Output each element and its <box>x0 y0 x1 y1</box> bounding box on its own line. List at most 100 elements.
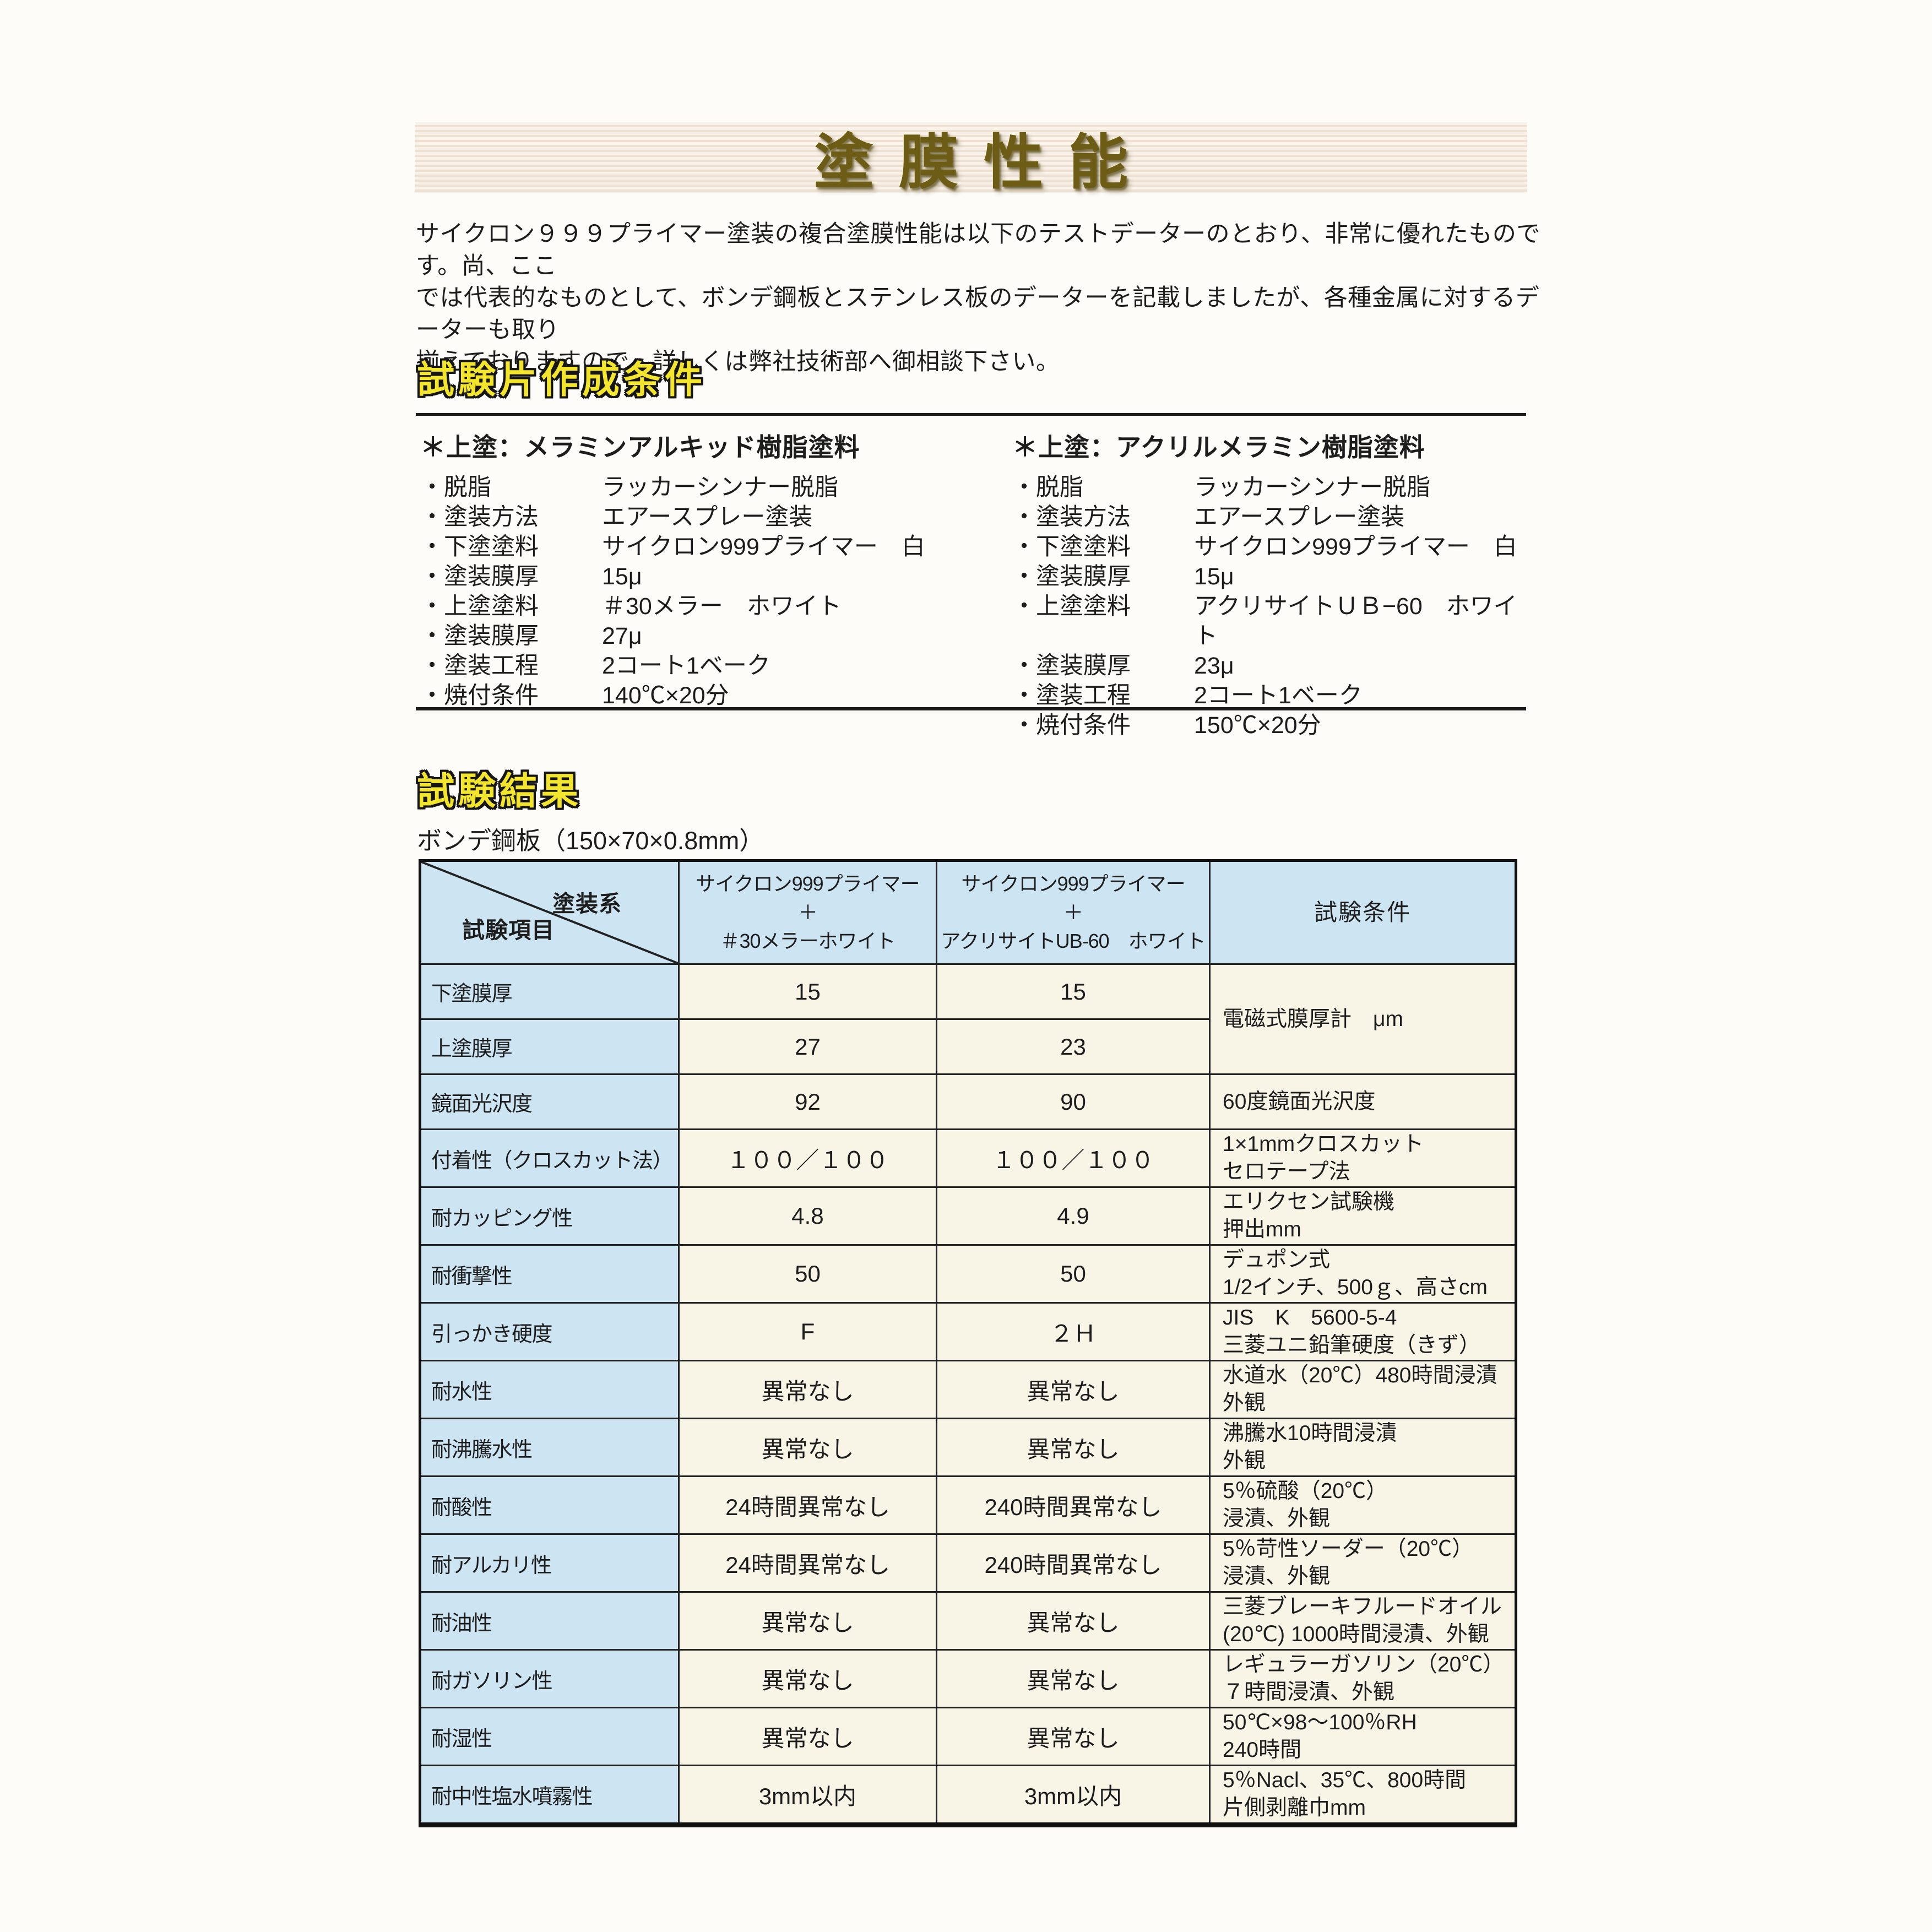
table-row: 下塗膜厚 15 15 電磁式膜厚計 μm <box>419 963 1517 1075</box>
diagonal-line <box>421 862 678 963</box>
spec-label: ・焼付条件 <box>420 682 539 709</box>
spec-label: ・塗装方法 <box>420 504 539 530</box>
test-item-cell: 引っかき硬度 <box>419 1302 680 1361</box>
spec-row: ・脱脂 ラッカーシンナー脱脂 <box>420 473 998 502</box>
result-cell: 4.9 <box>936 1186 1211 1246</box>
table-row: 耐沸騰水性 異常なし 異常なし 沸騰水10時間浸漬 外観 <box>419 1418 1517 1477</box>
result-cell: ２Ｈ <box>936 1302 1211 1361</box>
result-cell: 15 <box>936 963 1211 1020</box>
column-header-acrylic-system: サイクロン999プライマー ＋ アクリサイトUB-60 ホワイト <box>936 860 1211 965</box>
result-cell: 異常なし <box>678 1707 937 1766</box>
condition-cell: 50℃×98～100％RH 240時間 <box>1209 1707 1517 1766</box>
test-item-cell: 耐衝撃性 <box>419 1244 680 1304</box>
results-table: 塗装系 試験項目 サイクロン999プライマー ＋ ＃30メラーホワイト サイクロ… <box>419 859 1517 1827</box>
spec-value: エアースプレー塗装 <box>602 504 813 530</box>
spec-value: 140℃×20分 <box>602 682 729 709</box>
spec-row: ・下塗塗料 サイクロン999プライマー 白 <box>420 532 998 562</box>
spec-label: ・塗装膜厚 <box>1012 563 1131 590</box>
result-cell: 4.8 <box>678 1186 937 1246</box>
result-cell: 異常なし <box>678 1649 937 1708</box>
result-cell: 異常なし <box>678 1418 937 1477</box>
column-header-melamine-system: サイクロン999プライマー ＋ ＃30メラーホワイト <box>678 860 937 965</box>
table-row: 耐アルカリ性 24時間異常なし 240時間異常なし 5％苛性ソーダー（20℃） … <box>419 1533 1517 1593</box>
condition-cell: JIS K 5600-5-4 三菱ユニ鉛筆硬度（きず） <box>1209 1302 1517 1361</box>
table-row: 付着性（クロスカット法） １００／１００ １００／１００ 1×1mmクロスカット… <box>419 1128 1517 1188</box>
test-item-cell: 鏡面光沢度 <box>419 1073 680 1130</box>
result-cell: 24時間異常なし <box>678 1475 937 1535</box>
test-item-cell: 耐ガソリン性 <box>419 1649 680 1708</box>
test-item-cell: 下塗膜厚 <box>419 963 680 1020</box>
result-cell: 3mm以内 <box>678 1765 937 1826</box>
divider-top <box>416 413 1526 416</box>
corner-label-coating-system: 塗装系 <box>552 891 622 916</box>
spec-row: ・上塗塗料 アクリサイトＵＢ−60 ホワイト <box>1012 591 1535 651</box>
spec-label: ・上塗塗料 <box>420 593 539 620</box>
result-cell: 240時間異常なし <box>936 1533 1211 1593</box>
spec-value: 2コート1ベーク <box>602 653 770 679</box>
table-row: 耐カッピング性 4.8 4.9 エリクセン試験機 押出mm <box>419 1186 1517 1246</box>
test-item-cell: 耐湿性 <box>419 1707 680 1766</box>
spec-row: ・塗装膜厚 27μ <box>420 621 998 651</box>
spec-label: ・塗装膜厚 <box>420 563 539 590</box>
spec-row: ・焼付条件 140℃×20分 <box>420 681 998 710</box>
corner-header-cell: 塗装系 試験項目 <box>419 860 680 965</box>
test-item-cell: 耐カッピング性 <box>419 1186 680 1246</box>
page-title: 塗膜性能 <box>813 129 1153 196</box>
result-cell: 50 <box>678 1244 937 1304</box>
result-cell: 異常なし <box>936 1360 1211 1419</box>
test-item-cell: 耐沸騰水性 <box>419 1418 680 1477</box>
result-cell: 92 <box>678 1073 937 1130</box>
condition-cell: 沸騰水10時間浸漬 外観 <box>1209 1418 1517 1477</box>
result-cell: 異常なし <box>936 1707 1211 1766</box>
spec-label: ・上塗塗料 <box>1012 593 1131 620</box>
spec-label: ・脱脂 <box>1012 474 1083 501</box>
condition-cell: エリクセン試験機 押出mm <box>1209 1186 1517 1246</box>
table-row: 引っかき硬度 F ２Ｈ JIS K 5600-5-4 三菱ユニ鉛筆硬度（きず） <box>419 1302 1517 1361</box>
spec-row: ・塗装膜厚 15μ <box>1012 562 1535 591</box>
table-row: 鏡面光沢度 92 90 60度鏡面光沢度 <box>419 1073 1517 1130</box>
table-row: 耐油性 異常なし 異常なし 三菱ブレーキフルードオイル (20℃) 1000時間… <box>419 1591 1517 1651</box>
spec-label: ・塗装工程 <box>1012 682 1131 709</box>
spec-label: ・脱脂 <box>420 474 491 501</box>
spec-value: ラッカーシンナー脱脂 <box>1194 474 1431 501</box>
spec-label: ・下塗塗料 <box>420 534 539 560</box>
result-cell: 240時間異常なし <box>936 1475 1211 1535</box>
condition-cell: 水道水（20℃）480時間浸漬 外観 <box>1209 1360 1517 1419</box>
condition-cell: 1×1mmクロスカット セロテープ法 <box>1209 1128 1517 1188</box>
result-cell: 50 <box>936 1244 1211 1304</box>
spec-value: ラッカーシンナー脱脂 <box>602 474 839 501</box>
condition-cell: 三菱ブレーキフルードオイル (20℃) 1000時間浸漬、外観 <box>1209 1591 1517 1651</box>
test-item-cell: 耐酸性 <box>419 1475 680 1535</box>
test-item-cell: 付着性（クロスカット法） <box>419 1128 680 1188</box>
spec-row: ・塗装膜厚 15μ <box>420 562 998 591</box>
spec-row: ・塗装工程 2コート1ベーク <box>1012 681 1535 710</box>
table-row: 耐酸性 24時間異常なし 240時間異常なし 5％硫酸（20℃） 浸漬、外観 <box>419 1475 1517 1535</box>
test-item-cell: 耐油性 <box>419 1591 680 1651</box>
intro-paragraph: サイクロン９９９プライマー塗装の複合塗膜性能は以下のテストデーターのとおり、非常… <box>416 221 1540 375</box>
spec-value: 15μ <box>602 563 642 590</box>
table-row: 耐ガソリン性 異常なし 異常なし レギュラーガソリン（20℃） ７時間浸漬、外観 <box>419 1649 1517 1708</box>
section-heading-test-piece-conditions: 試験片作成条件 <box>417 359 707 401</box>
result-cell: 27 <box>678 1018 937 1075</box>
result-cell: 異常なし <box>678 1360 937 1419</box>
spec-value: ＃30メラー ホワイト <box>602 593 842 620</box>
section-heading-test-results: 試験結果 <box>417 770 583 812</box>
spec-row: ・塗装方法 エアースプレー塗装 <box>1012 502 1535 532</box>
spec-label: ・塗装方法 <box>1012 504 1131 530</box>
result-cell: 異常なし <box>678 1591 937 1651</box>
spec-value: 15μ <box>1194 563 1234 590</box>
table-row: 耐湿性 異常なし 異常なし 50℃×98～100％RH 240時間 <box>419 1707 1517 1766</box>
column-header-test-conditions: 試験条件 <box>1209 860 1517 965</box>
spec-row: ・上塗塗料 ＃30メラー ホワイト <box>420 591 998 621</box>
spec-value: アクリサイトＵＢ−60 ホワイト <box>1194 593 1517 649</box>
test-item-cell: 耐アルカリ性 <box>419 1533 680 1593</box>
test-item-cell: 上塗膜厚 <box>419 1018 680 1075</box>
table-row: 耐衝撃性 50 50 デュポン式 1/2インチ、500ｇ、高さcm <box>419 1244 1517 1304</box>
table-row: 耐中性塩水噴霧性 3mm以内 3mm以内 5％Nacl、35℃、800時間 片側… <box>419 1765 1517 1826</box>
result-cell: 15 <box>678 963 937 1020</box>
spec-label: ・焼付条件 <box>1012 712 1131 739</box>
spec-label: ・塗装工程 <box>420 653 539 679</box>
substrate-label: ボンデ鋼板（150×70×0.8mm） <box>417 827 764 855</box>
spec-row: ・塗装工程 2コート1ベーク <box>420 651 998 681</box>
condition-cell: デュポン式 1/2インチ、500ｇ、高さcm <box>1209 1244 1517 1304</box>
